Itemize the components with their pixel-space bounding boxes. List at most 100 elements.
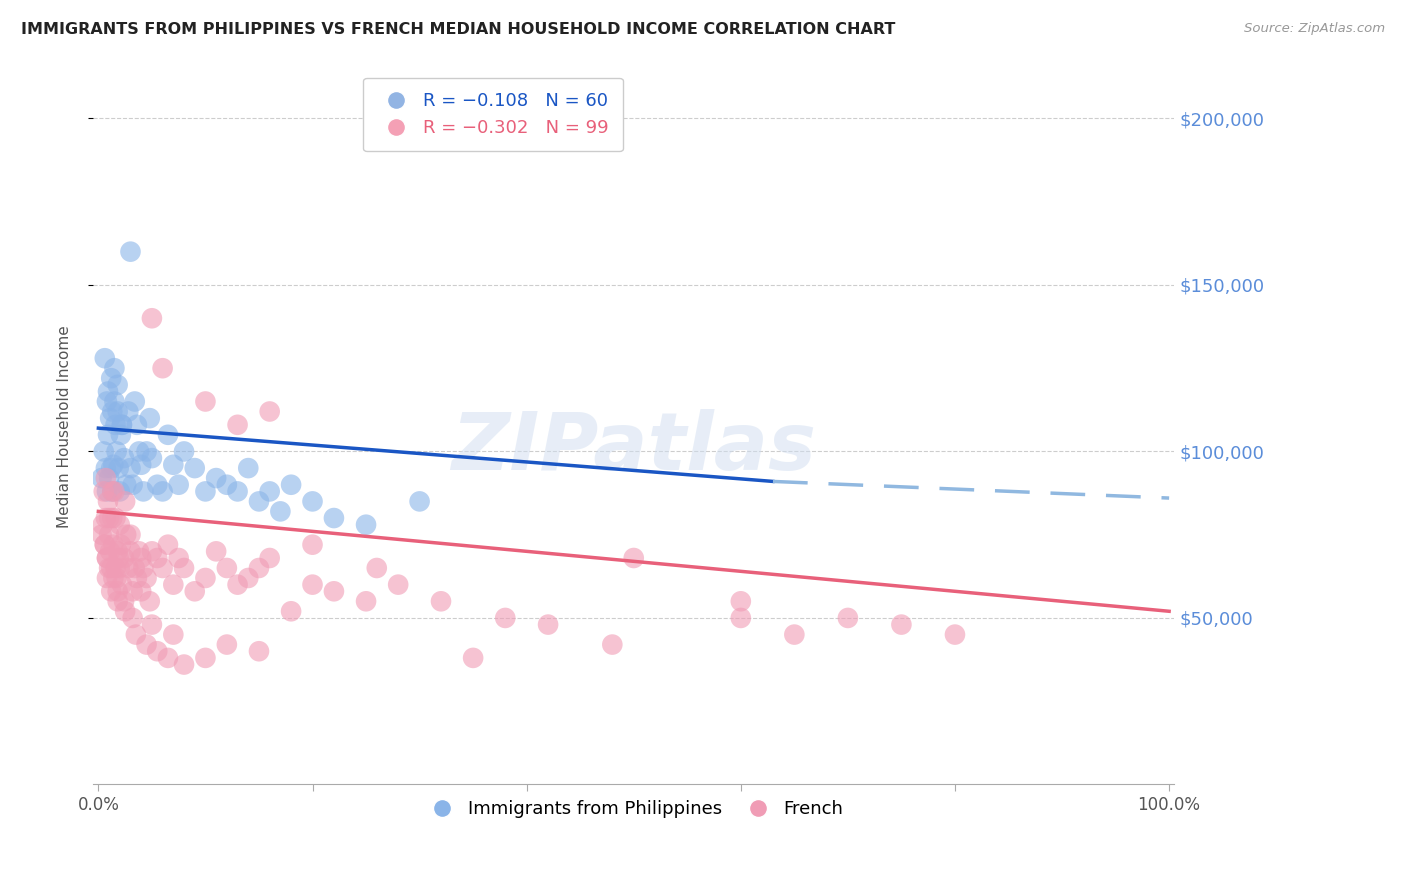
Point — [93, 444, 115, 458]
Point — [730, 594, 752, 608]
Point — [128, 544, 150, 558]
Point — [205, 544, 228, 558]
Point — [238, 571, 260, 585]
Point — [301, 538, 323, 552]
Point — [730, 611, 752, 625]
Point — [90, 471, 112, 485]
Point — [366, 561, 388, 575]
Point — [167, 477, 190, 491]
Point — [129, 584, 152, 599]
Point — [111, 417, 134, 432]
Point — [112, 451, 135, 466]
Point — [100, 371, 122, 385]
Y-axis label: Median Household Income: Median Household Income — [58, 325, 72, 528]
Point — [90, 527, 112, 541]
Point — [141, 451, 163, 466]
Point — [463, 651, 485, 665]
Point — [101, 484, 124, 499]
Point — [114, 604, 136, 618]
Point — [110, 538, 132, 552]
Point — [301, 577, 323, 591]
Point — [146, 477, 169, 491]
Point — [494, 611, 516, 625]
Point — [107, 377, 129, 392]
Point — [184, 584, 207, 599]
Point — [139, 411, 162, 425]
Point — [194, 394, 217, 409]
Point — [120, 544, 142, 558]
Point — [97, 427, 120, 442]
Point — [215, 477, 238, 491]
Point — [112, 594, 135, 608]
Point — [104, 417, 127, 432]
Point — [173, 444, 195, 458]
Point — [121, 584, 143, 599]
Point — [205, 471, 228, 485]
Point — [783, 627, 806, 641]
Point — [141, 617, 163, 632]
Point — [107, 404, 129, 418]
Point — [124, 394, 146, 409]
Point — [94, 351, 117, 366]
Point — [167, 551, 190, 566]
Point — [259, 551, 281, 566]
Point — [115, 527, 138, 541]
Point — [93, 484, 115, 499]
Point — [139, 594, 162, 608]
Point — [108, 561, 131, 575]
Point — [280, 604, 302, 618]
Point — [96, 484, 118, 499]
Point — [94, 538, 117, 552]
Point — [114, 494, 136, 508]
Point — [98, 471, 121, 485]
Point — [943, 627, 966, 641]
Point — [623, 551, 645, 566]
Point — [96, 394, 118, 409]
Point — [96, 571, 118, 585]
Point — [101, 404, 124, 418]
Point — [98, 511, 121, 525]
Point — [259, 484, 281, 499]
Point — [156, 427, 179, 442]
Point — [269, 504, 291, 518]
Point — [107, 551, 129, 566]
Point — [301, 494, 323, 508]
Point — [152, 361, 174, 376]
Point — [194, 571, 217, 585]
Point — [280, 477, 302, 491]
Point — [141, 544, 163, 558]
Point — [135, 638, 157, 652]
Point — [105, 571, 128, 585]
Legend: Immigrants from Philippines, French: Immigrants from Philippines, French — [418, 793, 851, 825]
Point — [107, 544, 129, 558]
Point — [156, 651, 179, 665]
Point — [117, 404, 139, 418]
Point — [135, 571, 157, 585]
Point — [111, 417, 134, 432]
Point — [184, 461, 207, 475]
Point — [121, 477, 143, 491]
Point — [408, 494, 430, 508]
Point — [111, 577, 134, 591]
Point — [194, 651, 217, 665]
Point — [112, 551, 135, 566]
Point — [215, 561, 238, 575]
Point — [100, 461, 122, 475]
Point — [96, 551, 118, 566]
Point — [125, 571, 148, 585]
Point — [120, 244, 142, 259]
Point — [108, 517, 131, 532]
Point — [110, 427, 132, 442]
Point — [103, 458, 125, 472]
Point — [156, 538, 179, 552]
Point — [124, 561, 146, 575]
Point — [103, 538, 125, 552]
Point — [107, 584, 129, 599]
Point — [323, 584, 346, 599]
Point — [105, 444, 128, 458]
Point — [129, 551, 152, 566]
Point — [215, 638, 238, 652]
Point — [101, 511, 124, 525]
Point — [100, 584, 122, 599]
Point — [162, 577, 184, 591]
